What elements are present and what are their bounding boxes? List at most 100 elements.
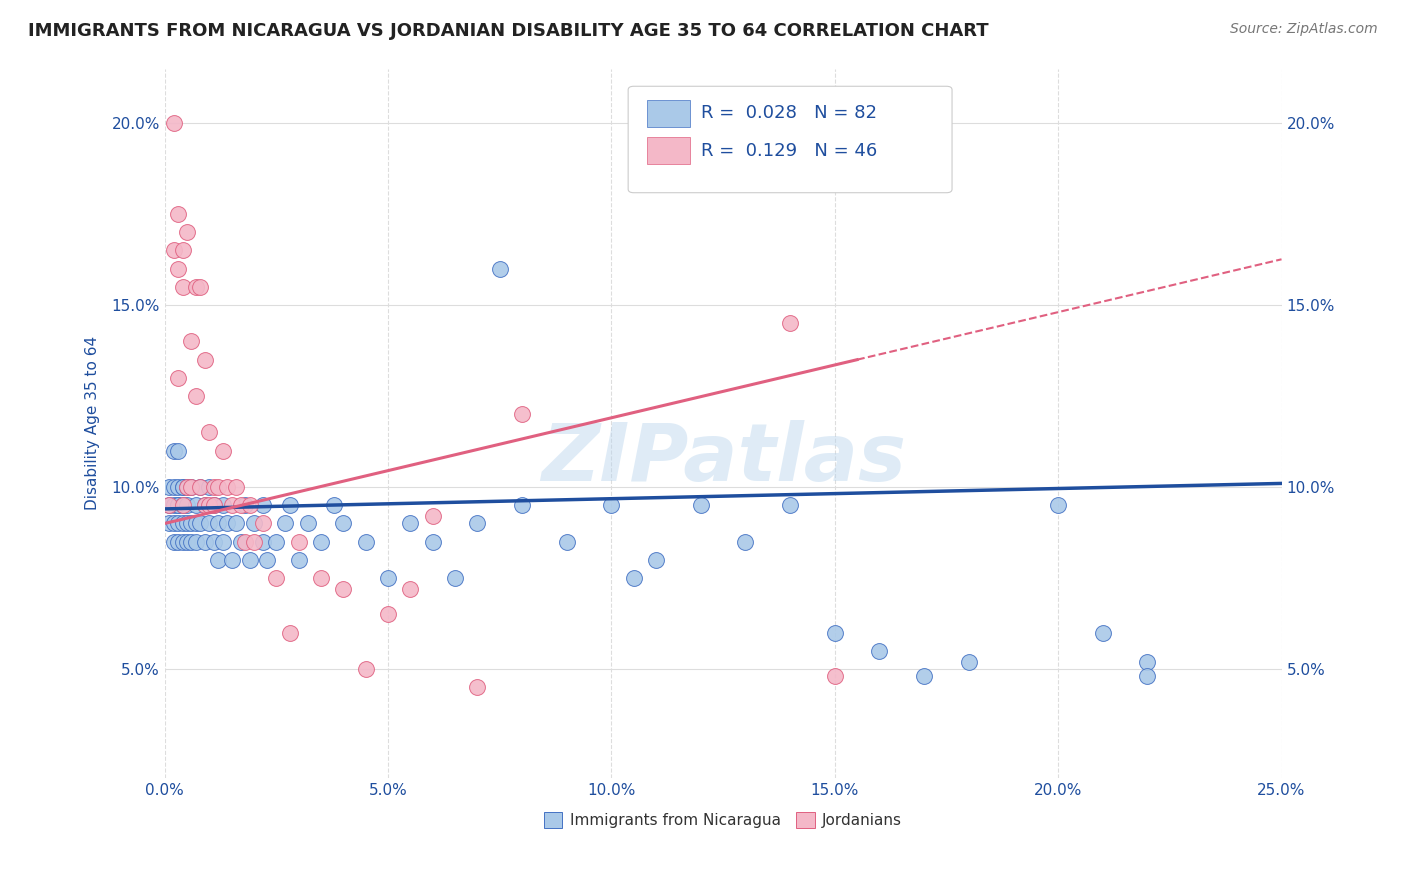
Point — [162, 480, 184, 494]
Point — [207, 553, 229, 567]
Point — [180, 480, 202, 494]
Point — [252, 534, 274, 549]
Point — [184, 498, 207, 512]
Point — [207, 480, 229, 494]
Point — [167, 480, 190, 494]
Point — [172, 480, 194, 494]
Point — [555, 534, 578, 549]
Point — [176, 225, 198, 239]
Point — [202, 498, 225, 512]
Point — [221, 553, 243, 567]
Point — [399, 582, 422, 596]
Point — [467, 516, 489, 531]
Point — [162, 498, 184, 512]
Point — [172, 516, 194, 531]
Point — [172, 534, 194, 549]
Point — [180, 480, 202, 494]
Point — [377, 607, 399, 622]
Point — [600, 498, 623, 512]
Point — [243, 516, 266, 531]
Point — [221, 498, 243, 512]
Point — [211, 498, 233, 512]
Text: IMMIGRANTS FROM NICARAGUA VS JORDANIAN DISABILITY AGE 35 TO 64 CORRELATION CHART: IMMIGRANTS FROM NICARAGUA VS JORDANIAN D… — [28, 22, 988, 40]
Point — [779, 498, 801, 512]
Point — [229, 534, 252, 549]
Point — [297, 516, 319, 531]
Point — [157, 516, 180, 531]
Point — [287, 534, 309, 549]
Point — [278, 625, 301, 640]
Point — [184, 389, 207, 403]
Point — [194, 534, 217, 549]
Point — [912, 669, 935, 683]
Text: R =  0.129   N = 46: R = 0.129 N = 46 — [700, 142, 877, 160]
Point — [167, 498, 190, 512]
Point — [167, 516, 190, 531]
Point — [252, 516, 274, 531]
Point — [176, 534, 198, 549]
Point — [323, 498, 346, 512]
Point — [287, 553, 309, 567]
Point — [162, 443, 184, 458]
Point — [1091, 625, 1114, 640]
Point — [229, 498, 252, 512]
Point — [198, 498, 221, 512]
Point — [198, 480, 221, 494]
Point — [1047, 498, 1070, 512]
Point — [162, 116, 184, 130]
Point — [190, 280, 212, 294]
Point — [176, 498, 198, 512]
Point — [167, 498, 190, 512]
Point — [233, 498, 256, 512]
Point — [167, 534, 190, 549]
Bar — [647, 100, 689, 127]
Point — [332, 516, 354, 531]
Point — [194, 498, 217, 512]
Legend: Immigrants from Nicaragua, Jordanians: Immigrants from Nicaragua, Jordanians — [538, 806, 908, 834]
Point — [868, 644, 890, 658]
Point — [180, 534, 202, 549]
Point — [198, 425, 221, 440]
Point — [211, 534, 233, 549]
Point — [238, 553, 260, 567]
Point — [202, 534, 225, 549]
Point — [202, 480, 225, 494]
Point — [399, 516, 422, 531]
Point — [422, 534, 444, 549]
Point — [332, 582, 354, 596]
Point — [167, 207, 190, 221]
Point — [354, 534, 377, 549]
Point — [1136, 655, 1159, 669]
Point — [162, 516, 184, 531]
Point — [172, 498, 194, 512]
Point — [467, 680, 489, 694]
Point — [202, 498, 225, 512]
Point — [225, 480, 247, 494]
Point — [488, 261, 510, 276]
Point — [167, 371, 190, 385]
Point — [225, 516, 247, 531]
Text: ZIPatlas: ZIPatlas — [540, 420, 905, 498]
Point — [243, 534, 266, 549]
Point — [157, 480, 180, 494]
Point — [274, 516, 297, 531]
Point — [157, 498, 180, 512]
Point — [211, 443, 233, 458]
Point — [623, 571, 645, 585]
Y-axis label: Disability Age 35 to 64: Disability Age 35 to 64 — [86, 336, 100, 510]
Point — [190, 516, 212, 531]
Point — [207, 516, 229, 531]
Point — [266, 571, 288, 585]
Point — [256, 553, 278, 567]
Text: R =  0.028   N = 82: R = 0.028 N = 82 — [700, 104, 877, 122]
Text: Source: ZipAtlas.com: Source: ZipAtlas.com — [1230, 22, 1378, 37]
Point — [377, 571, 399, 585]
Point — [309, 571, 332, 585]
Point — [824, 625, 846, 640]
Point — [172, 480, 194, 494]
Point — [266, 534, 288, 549]
Point — [422, 509, 444, 524]
Point — [176, 516, 198, 531]
Point — [238, 498, 260, 512]
FancyBboxPatch shape — [628, 87, 952, 193]
